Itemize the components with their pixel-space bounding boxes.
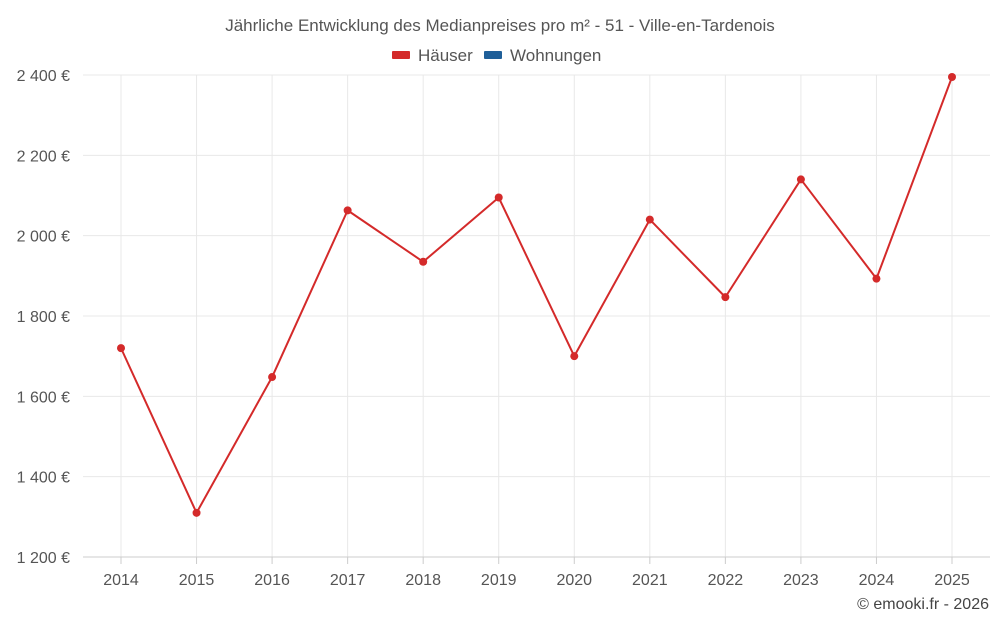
y-tick-label: 1 600 €: [17, 389, 70, 406]
data-point-2021[interactable]: [645, 215, 654, 224]
y-tick-label: 2 200 €: [17, 148, 70, 165]
series-layer: [117, 73, 956, 517]
y-tick-label: 1 400 €: [17, 470, 70, 487]
x-tick-label: 2023: [783, 572, 819, 589]
data-point-2020[interactable]: [570, 352, 579, 361]
chart-title: Jährliche Entwicklung des Medianpreises …: [225, 16, 775, 35]
legend-item-wohnungen[interactable]: Wohnungen: [484, 46, 601, 65]
x-tick-label: 2020: [556, 572, 592, 589]
data-point-2016[interactable]: [268, 373, 277, 382]
x-tick-label: 2024: [859, 572, 895, 589]
legend-label: Häuser: [418, 46, 473, 65]
y-tick-label: 2 400 €: [17, 68, 70, 85]
x-tick-label: 2019: [481, 572, 517, 589]
legend-swatch: [484, 51, 502, 59]
x-gridlines: [120, 75, 953, 564]
x-tick-label: 2017: [330, 572, 366, 589]
data-point-2025[interactable]: [948, 73, 956, 82]
credit-text: © emooki.fr - 2026: [857, 596, 989, 613]
legend-swatch: [392, 51, 410, 59]
data-point-2022[interactable]: [721, 293, 730, 302]
x-tick-label: 2014: [103, 572, 139, 589]
data-point-2014[interactable]: [117, 344, 125, 353]
data-point-2019[interactable]: [494, 193, 503, 202]
legend-item-haeuser[interactable]: Häuser: [392, 46, 473, 65]
y-gridlines: [83, 74, 990, 558]
legend: Häuser Wohnungen: [392, 46, 601, 65]
x-tick-label: 2021: [632, 572, 668, 589]
x-tick-label: 2022: [708, 572, 744, 589]
y-axis-tick-labels: 1 200 € 1 400 € 1 600 € 1 800 € 2 000 € 2 200…: [17, 68, 70, 567]
x-axis-tick-labels: 2014 2015 2016 2017 2018 2019 2020 2021 2022 2023…: [103, 572, 970, 589]
y-tick-label: 1 200 €: [17, 550, 70, 567]
y-tick-label: 1 800 €: [17, 309, 70, 326]
data-point-2018[interactable]: [419, 257, 428, 266]
legend-label: Wohnungen: [510, 46, 601, 65]
x-tick-label: 2025: [934, 572, 970, 589]
y-tick-label: 2 000 €: [17, 229, 70, 246]
x-tick-label: 2018: [405, 572, 441, 589]
x-tick-label: 2016: [254, 572, 290, 589]
series-line-haeuser: [120, 76, 953, 514]
x-tick-label: 2015: [179, 572, 215, 589]
data-point-2024[interactable]: [872, 274, 881, 283]
data-point-2017[interactable]: [343, 206, 352, 215]
data-point-2015[interactable]: [192, 508, 201, 517]
data-point-2023[interactable]: [796, 175, 805, 184]
